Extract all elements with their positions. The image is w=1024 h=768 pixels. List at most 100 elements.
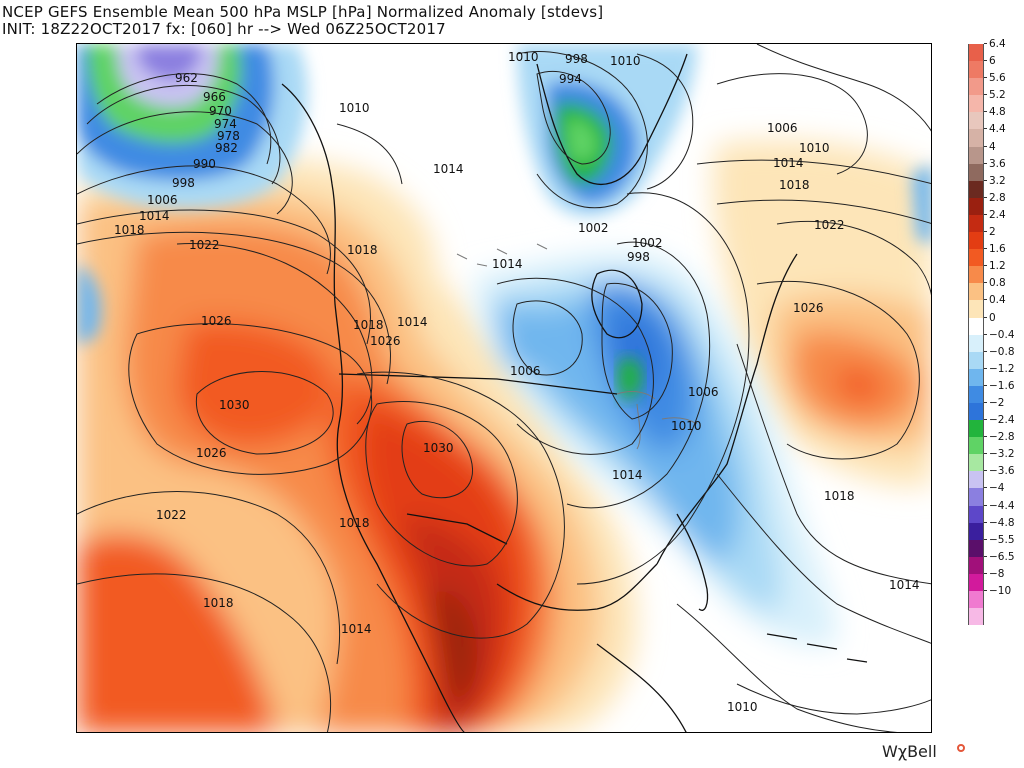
- legend-label: 4.4: [989, 123, 1006, 136]
- central-america: [596, 643, 687, 732]
- legend-item: 6: [968, 55, 1024, 79]
- isobar: [401, 420, 473, 499]
- legend-item: [968, 608, 1024, 626]
- neg-anomaly-greenland-4: [567, 118, 598, 162]
- isobar-label: 1018: [779, 178, 810, 192]
- legend-tick: [984, 401, 987, 403]
- legend-swatch: [968, 402, 984, 421]
- isobar-label: 1026: [793, 301, 824, 315]
- legend-swatch: [968, 471, 984, 489]
- pos-anomaly-atlantic-1p6: [837, 368, 883, 402]
- isobar: [496, 277, 654, 455]
- legend-label: −0.4: [989, 328, 1015, 341]
- legend-label: 1.6: [989, 243, 1006, 256]
- legend-tick: [984, 299, 987, 301]
- legend-label: −6.5: [989, 550, 1015, 563]
- legend-label: 4.8: [989, 106, 1006, 119]
- isobar-label: 1014: [492, 257, 523, 271]
- legend-tick: [984, 265, 987, 267]
- legend-label: −2.8: [989, 431, 1015, 444]
- legend-tick: [984, 436, 987, 438]
- legend-swatch: [968, 78, 984, 96]
- border-us-mexico: [406, 513, 508, 545]
- color-scale-legend: 6.4 6 5.6 5.2 4.8 4.4 4 3.6 3.2 2.8 2.4 2 1.6 1.2 0.8 0…: [968, 38, 1024, 626]
- legend-tick: [984, 145, 987, 147]
- anomaly-field: [77, 44, 931, 732]
- legend-swatch: [968, 505, 984, 523]
- legend-swatch: [968, 522, 984, 540]
- legend-tick: [984, 248, 987, 250]
- legend-item: −3.6: [968, 465, 1024, 489]
- isobar-label: 1022: [814, 218, 845, 232]
- chart-title: NCEP GEFS Ensemble Mean 500 hPa MSLP [hP…: [2, 3, 604, 21]
- isobar: [86, 84, 281, 185]
- neg-anomaly-1p6-west: [497, 303, 553, 373]
- isobar-label: 1026: [201, 314, 232, 328]
- legend-swatch: [968, 351, 984, 369]
- isobar-label: 1018: [824, 489, 855, 503]
- legend-swatch: [968, 368, 984, 386]
- legend-item: −10: [968, 585, 1024, 609]
- isobar: [516, 50, 648, 209]
- isobar-label: 1030: [423, 441, 454, 455]
- legend-item: −4: [968, 482, 1024, 506]
- legend-tick: [984, 316, 987, 318]
- legend-swatch: [968, 95, 984, 113]
- legend-item: 4.8: [968, 106, 1024, 130]
- isobar: [736, 343, 931, 585]
- legend-item: 5.6: [968, 72, 1024, 96]
- isobar: [365, 400, 518, 567]
- legend-tick: [984, 521, 987, 523]
- isobar-label: 998: [565, 52, 588, 66]
- isobar-label: 1006: [147, 193, 178, 207]
- legend-tick: [984, 213, 987, 215]
- neg-anomaly-alaska-5: [137, 44, 202, 81]
- legend-label: −4.8: [989, 516, 1015, 529]
- legend-label: −2.4: [989, 414, 1015, 427]
- isobar-label: 1018: [347, 243, 378, 257]
- caribbean-islands: [766, 633, 868, 663]
- legend-tick: [984, 367, 987, 369]
- isobar-label: 1014: [612, 468, 643, 482]
- chart-subtitle: INIT: 18Z22OCT2017 fx: [060] hr --> Wed …: [2, 20, 446, 38]
- isobar-label: 994: [559, 72, 582, 86]
- legend-tick: [984, 350, 987, 352]
- legend-label: 0.4: [989, 294, 1006, 307]
- legend-swatch: [968, 266, 984, 284]
- isobar-label: 982: [215, 141, 238, 155]
- neg-anomaly-pacific-west: [77, 264, 101, 344]
- legend-label: 2: [989, 226, 996, 239]
- isobar-label: 1010: [799, 141, 830, 155]
- isobar-label: 966: [203, 90, 226, 104]
- legend-label: −8: [989, 567, 1005, 580]
- isobar-label: 1018: [353, 318, 384, 332]
- legend-tick: [984, 282, 987, 284]
- legend-swatch: [968, 420, 984, 438]
- legend-label: 0: [989, 311, 996, 324]
- legend-label: −3.2: [989, 448, 1015, 461]
- isobar-label: 1010: [508, 50, 539, 64]
- legend-label: −2: [989, 396, 1005, 409]
- isobar: [356, 371, 565, 639]
- isobar-label: 1010: [727, 700, 758, 714]
- legend-item: 0.4: [968, 294, 1024, 318]
- legend-tick: [984, 111, 987, 113]
- legend-label: −0.8: [989, 345, 1015, 358]
- isobar: [128, 323, 373, 475]
- legend-swatch: [968, 334, 984, 352]
- legend-tick: [984, 162, 987, 164]
- isobar: [336, 123, 403, 185]
- coastline-gulf: [496, 563, 658, 611]
- legend-label: 3.6: [989, 157, 1006, 170]
- isobar-label: 1010: [671, 419, 702, 433]
- legend-item: −3.2: [968, 448, 1024, 472]
- legend-item: 2.8: [968, 192, 1024, 215]
- legend-swatch: [968, 61, 984, 79]
- legend-swatch: [968, 573, 984, 591]
- legend-tick: [984, 572, 987, 574]
- legend-label: 5.6: [989, 72, 1006, 85]
- legend-tick: [984, 196, 987, 198]
- legend-label: −1.2: [989, 362, 1015, 375]
- isobar-label: 990: [193, 157, 216, 171]
- legend-swatch: [968, 214, 984, 233]
